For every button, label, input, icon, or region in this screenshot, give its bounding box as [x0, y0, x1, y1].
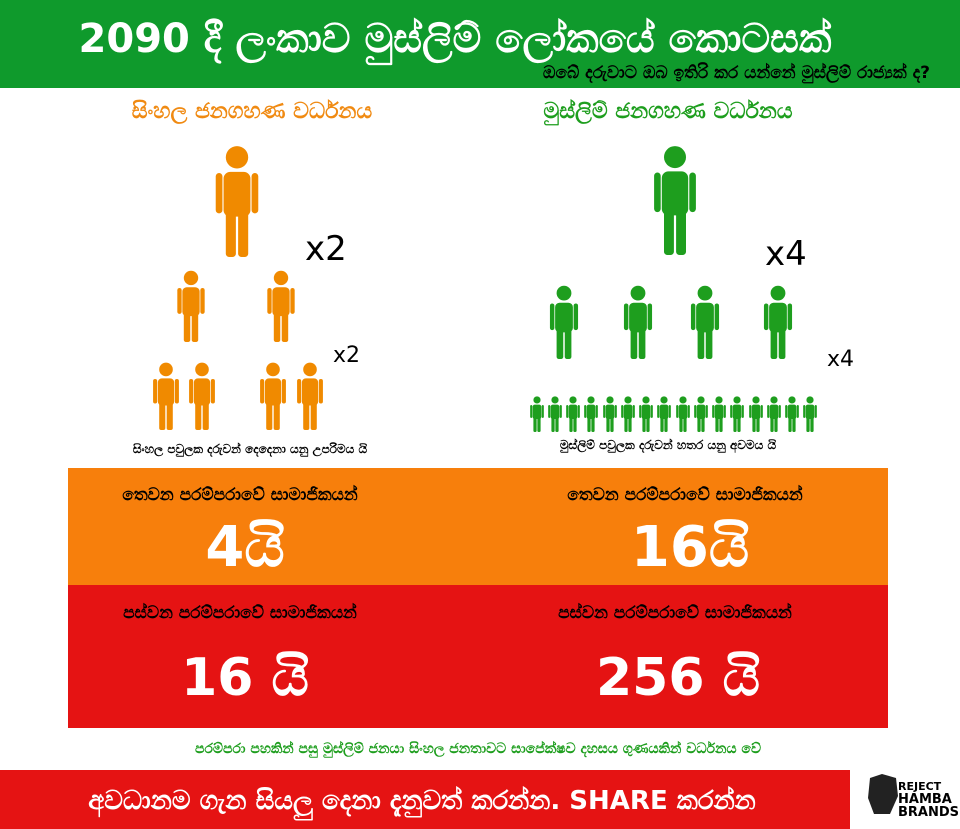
person-icon: [623, 285, 653, 359]
subtitle: ඔබේ දරුවාට ඔබ ඉතිරි කර යන්නේ මුස්ලිම් රා…: [543, 62, 930, 84]
person-icon: [566, 396, 580, 432]
person-icon: [603, 396, 617, 432]
person-icon: [639, 396, 653, 432]
logo-text: REJECT: [898, 780, 942, 793]
call-to-action: අවධානම ගැන සියලු දෙනා දැනුවත් කරන්න. SHA…: [88, 786, 756, 821]
generation-label: පස්වන පරම්පරාවේ සාමාජිකයන්: [123, 602, 357, 623]
multiplier: x2: [305, 229, 347, 269]
left-heading: සිංහල ජනගහණ වර්ධනය: [132, 98, 373, 125]
person-icon: [530, 396, 544, 432]
person-icon: [153, 362, 179, 430]
person-icon: [690, 285, 720, 359]
person-icon: [548, 396, 562, 432]
logo-text: BRANDS: [898, 805, 959, 820]
right-heading: මුස්ලිම් ජනගහණ වර්ධනය: [543, 98, 793, 126]
logo-text: HAMBA: [898, 792, 952, 807]
person-icon: [694, 396, 708, 432]
footer-band: [0, 770, 850, 829]
person-icon: [189, 362, 215, 430]
multiplier: x4: [765, 234, 807, 274]
right-people: [530, 146, 817, 432]
generation-value: 16 යි: [181, 648, 309, 708]
person-icon: [260, 362, 286, 430]
conclusion: පරම්පරා පහකින් පසු මුස්ලිම් ජනයා සිංහල ජ…: [195, 740, 761, 759]
person-icon: [584, 396, 598, 432]
header-band: [0, 0, 960, 88]
third-generation-band: [68, 468, 888, 585]
logo: REJECT HAMBA BRANDS: [868, 774, 959, 820]
multiplier: x2: [333, 343, 360, 368]
generation-label: පස්වන පරම්පරාවේ සාමාජිකයන්: [558, 602, 792, 623]
person-icon: [657, 396, 671, 432]
caption: මුස්ලිම් පවුලක දරුවන් හතර යනු අවමය යි: [560, 438, 777, 454]
person-icon: [803, 396, 817, 432]
person-icon: [785, 396, 799, 432]
caption: සිංහල පවුලක දරුවන් දෙදෙනා යනු උපරිමය යි: [133, 441, 368, 458]
person-icon: [767, 396, 781, 432]
person-icon: [297, 362, 323, 430]
person-icon: [712, 396, 726, 432]
generation-value: 256 යි: [596, 648, 760, 708]
person-icon: [215, 146, 259, 257]
left-people: [153, 146, 323, 430]
generation-label: තෙවන පරම්පරාවේ සාමාජිකයන්: [122, 484, 358, 505]
person-icon: [621, 396, 635, 432]
generation-value: 4යි: [205, 515, 284, 580]
logo-fist: [868, 774, 898, 814]
multiplier: x4: [827, 347, 854, 372]
person-icon: [654, 146, 696, 255]
person-icon: [763, 285, 793, 359]
generation-label: තෙවන පරම්පරාවේ සාමාජිකයන්: [567, 484, 803, 505]
person-icon: [177, 270, 205, 342]
person-icon: [749, 396, 763, 432]
fifth-generation-band: [68, 585, 888, 728]
generation-value: 16යි: [631, 515, 749, 580]
person-icon: [676, 396, 690, 432]
person-icon: [267, 270, 295, 342]
person-icon: [730, 396, 744, 432]
title: 2090 දී ලංකාව මුස්ලිම් ලෝකයේ කොටසක්: [79, 16, 832, 65]
person-icon: [549, 285, 579, 359]
